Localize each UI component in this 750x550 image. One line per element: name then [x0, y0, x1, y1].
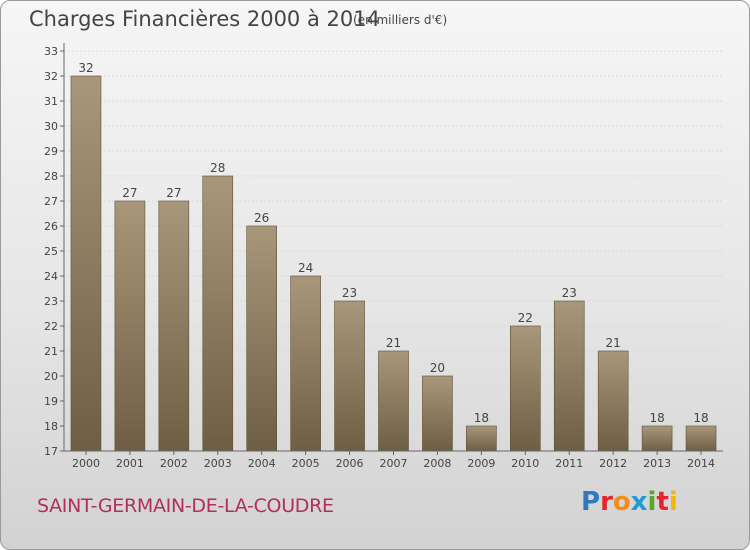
x-tick-label: 2005 — [292, 457, 320, 470]
x-tick-label: 2003 — [204, 457, 232, 470]
y-tick-label: 28 — [44, 170, 58, 183]
bar-2000 — [70, 75, 102, 452]
data-label: 21 — [386, 336, 401, 350]
data-label: 20 — [430, 361, 445, 375]
x-tick-label: 2004 — [248, 457, 276, 470]
x-tick-label: 2001 — [116, 457, 144, 470]
bar-2001 — [114, 200, 146, 452]
logo-letter: i — [668, 487, 678, 517]
y-tick-label: 32 — [44, 70, 58, 83]
data-label: 21 — [606, 336, 621, 350]
x-tick-label: 2014 — [687, 457, 715, 470]
bar-2006 — [334, 300, 365, 452]
bar-2005 — [290, 275, 321, 452]
y-tick-label: 24 — [44, 270, 58, 283]
data-label: 24 — [298, 261, 313, 275]
logo-letter: o — [612, 487, 631, 517]
logo-letter: i — [647, 487, 657, 517]
bar-2007 — [378, 350, 409, 452]
y-tick-label: 17 — [44, 445, 58, 458]
x-tick-label: 2009 — [467, 457, 495, 470]
data-label: 18 — [649, 411, 664, 425]
commune-name: SAINT-GERMAIN-DE-LA-COUDRE — [37, 495, 334, 517]
x-tick-label: 2012 — [599, 457, 627, 470]
bar-2013 — [641, 425, 673, 452]
y-tick-label: 22 — [44, 320, 58, 333]
logo-letter: P — [581, 487, 601, 517]
x-tick-label: 2008 — [423, 457, 451, 470]
data-label: 22 — [518, 311, 533, 325]
chart-subtitle: (en milliers d'€) — [353, 13, 448, 27]
proxiti-logo[interactable]: Proxiti — [581, 487, 678, 517]
bar-2009 — [466, 425, 497, 452]
bar-2002 — [158, 200, 190, 452]
y-tick-label: 23 — [44, 295, 58, 308]
data-label: 23 — [562, 286, 577, 300]
y-tick-label: 33 — [44, 45, 58, 58]
bar-2003 — [202, 175, 234, 452]
y-tick-label: 18 — [44, 420, 58, 433]
y-tick-label: 25 — [44, 245, 58, 258]
x-tick-label: 2006 — [336, 457, 364, 470]
x-tick-label: 2011 — [555, 457, 583, 470]
y-tick-label: 20 — [44, 370, 58, 383]
data-label: 26 — [254, 211, 269, 225]
bar-2011 — [553, 300, 585, 452]
bar-2012 — [597, 350, 629, 452]
chart-title: Charges Financières 2000 à 2014 — [29, 7, 380, 31]
y-tick-label: 27 — [44, 195, 58, 208]
y-tick-label: 30 — [44, 120, 58, 133]
data-label: 18 — [693, 411, 708, 425]
data-label: 28 — [210, 161, 225, 175]
logo-letter: t — [656, 487, 669, 517]
x-tick-label: 2010 — [511, 457, 539, 470]
data-label: 27 — [122, 186, 137, 200]
bar-2008 — [422, 375, 453, 452]
logo-letter: r — [600, 487, 613, 517]
x-tick-label: 2007 — [380, 457, 408, 470]
y-tick-label: 21 — [44, 345, 58, 358]
data-label: 23 — [342, 286, 357, 300]
data-label: 27 — [166, 186, 181, 200]
bar-2014 — [685, 425, 717, 452]
y-tick-label: 31 — [44, 95, 58, 108]
data-label: 18 — [474, 411, 489, 425]
bar-2010 — [509, 325, 541, 452]
y-tick-label: 26 — [44, 220, 58, 233]
logo-letter: x — [630, 487, 648, 517]
x-tick-label: 2013 — [643, 457, 671, 470]
x-tick-label: 2000 — [72, 457, 100, 470]
y-tick-label: 19 — [44, 395, 58, 408]
y-tick-label: 29 — [44, 145, 58, 158]
bar-2004 — [246, 225, 277, 452]
data-label: 32 — [78, 61, 93, 75]
x-tick-label: 2002 — [160, 457, 188, 470]
